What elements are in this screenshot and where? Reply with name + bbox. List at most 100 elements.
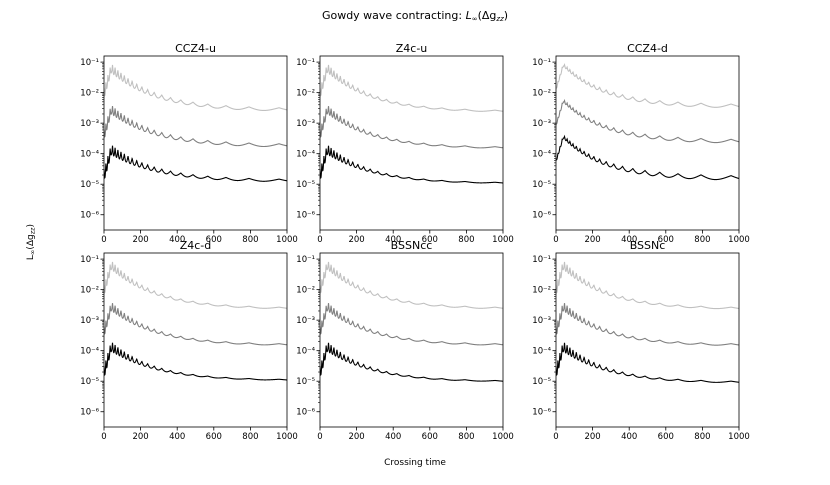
y-tick-label: 10⁻⁵ xyxy=(296,377,315,387)
series-line-medium xyxy=(556,303,739,346)
subplot-title: BSSNcc xyxy=(391,239,433,252)
x-tick-label: 0 xyxy=(101,432,106,442)
y-tick-label: 10⁻¹ xyxy=(80,255,99,265)
series-line-dark xyxy=(104,145,287,182)
x-tick-label: 800 xyxy=(694,432,710,442)
axes-frame xyxy=(103,252,288,428)
subplot-6: BSSNc 0 200 400 600 800 1000 10⁻⁶ 10⁻⁵ 10⁻⁴ 10⁻³ 10… xyxy=(532,239,750,442)
x-tick-label: 400 xyxy=(169,432,185,442)
figure-title: Gowdy wave contracting: L∞(Δgzz) xyxy=(322,9,508,23)
x-tick-label: 600 xyxy=(658,432,674,442)
y-tick-label: 10⁻² xyxy=(296,286,315,296)
axes-frame xyxy=(555,55,740,231)
y-tick-label: 10⁻⁶ xyxy=(532,408,551,418)
y-axis-label: L∞(Δgzz) xyxy=(26,224,37,260)
y-tick-label: 10⁻¹ xyxy=(532,255,551,265)
x-tick-label: 1000 xyxy=(492,235,514,245)
x-tick-label: 200 xyxy=(132,432,148,442)
subplot-1: CCZ4-u 0 200 400 600 800 1000 10⁻⁶ 10⁻⁵ 10⁻⁴ 10⁻³ 1… xyxy=(80,42,298,245)
y-tick-label: 10⁻² xyxy=(532,89,551,99)
y-tick-label: 10⁻³ xyxy=(80,316,99,326)
y-tick-label: 10⁻⁵ xyxy=(532,377,551,387)
y-tick-label: 10⁻⁶ xyxy=(80,408,99,418)
y-tick-label: 10⁻⁵ xyxy=(532,180,551,190)
series-line-dark xyxy=(104,342,287,381)
series-line-dark xyxy=(556,342,739,383)
axes-frame xyxy=(103,55,288,231)
subplot-title: BSSNc xyxy=(630,239,666,252)
x-tick-label: 1000 xyxy=(276,235,298,245)
subplot-title: CCZ4-d xyxy=(627,42,668,55)
series-line-medium xyxy=(320,106,503,149)
y-tick-label: 10⁻⁵ xyxy=(80,180,99,190)
y-tick-label: 10⁻⁴ xyxy=(532,347,551,357)
x-tick-label: 600 xyxy=(658,235,674,245)
y-tick-label: 10⁻⁵ xyxy=(296,180,315,190)
y-tick-label: 10⁻³ xyxy=(532,119,551,129)
x-tick-label: 200 xyxy=(348,235,364,245)
x-tick-label: 400 xyxy=(621,235,637,245)
x-axis-label: Crossing time xyxy=(384,458,446,468)
series-line-medium xyxy=(104,105,287,148)
x-tick-label: 0 xyxy=(553,432,558,442)
x-tick-label: 400 xyxy=(621,432,637,442)
x-tick-label: 0 xyxy=(553,235,558,245)
y-tick-label: 10⁻⁴ xyxy=(80,150,99,160)
x-tick-label: 800 xyxy=(458,432,474,442)
x-tick-label: 600 xyxy=(206,235,222,245)
y-tick-label: 10⁻⁶ xyxy=(532,211,551,221)
subplot-4: Z4c-d 0 200 400 600 800 1000 10⁻⁶ 10⁻⁵ 10⁻⁴ 10⁻³ 10… xyxy=(80,239,298,442)
y-tick-label: 10⁻¹ xyxy=(80,58,99,68)
y-tick-label: 10⁻² xyxy=(80,89,99,99)
series-line-light xyxy=(556,261,739,310)
series-line-light xyxy=(104,261,287,309)
subplot-5: BSSNcc 0 200 400 600 800 1000 10⁻⁶ 10⁻⁵ 10⁻⁴ 10⁻³ 1… xyxy=(296,239,514,442)
y-tick-label: 10⁻³ xyxy=(532,316,551,326)
y-tick-label: 10⁻¹ xyxy=(532,58,551,68)
x-tick-label: 200 xyxy=(132,235,148,245)
x-tick-label: 800 xyxy=(458,235,474,245)
y-tick-label: 10⁻⁴ xyxy=(532,150,551,160)
x-tick-label: 0 xyxy=(317,432,322,442)
y-tick-label: 10⁻³ xyxy=(296,316,315,326)
series-line-dark xyxy=(320,145,503,184)
axes-frame xyxy=(319,252,504,428)
y-tick-label: 10⁻⁶ xyxy=(296,211,315,221)
x-tick-label: 400 xyxy=(169,235,185,245)
x-tick-label: 1000 xyxy=(728,432,750,442)
x-tick-label: 1000 xyxy=(492,432,514,442)
subplot-title: CCZ4-u xyxy=(175,42,216,55)
y-tick-label: 10⁻² xyxy=(296,89,315,99)
y-tick-label: 10⁻⁶ xyxy=(296,408,315,418)
x-tick-label: 200 xyxy=(348,432,364,442)
x-tick-label: 400 xyxy=(385,432,401,442)
y-tick-label: 10⁻² xyxy=(532,286,551,296)
series-line-light xyxy=(556,62,739,108)
series-line-dark xyxy=(320,342,503,382)
y-tick-label: 10⁻³ xyxy=(296,119,315,129)
subplot-title: Z4c-u xyxy=(396,42,428,55)
series-line-dark xyxy=(556,134,739,181)
x-tick-label: 200 xyxy=(584,235,600,245)
panels: CCZ4-u 0 200 400 600 800 1000 10⁻⁶ 10⁻⁵ 10⁻⁴ 10⁻³ 1… xyxy=(80,42,750,442)
x-tick-label: 400 xyxy=(385,235,401,245)
subplot-2: Z4c-u 0 200 400 600 800 1000 10⁻⁶ 10⁻⁵ 10⁻⁴ 10⁻³ 10… xyxy=(296,42,514,245)
x-tick-label: 800 xyxy=(242,235,258,245)
axes-frame xyxy=(555,252,740,428)
x-tick-label: 800 xyxy=(242,432,258,442)
subplot-3: CCZ4-d 0 200 400 600 800 1000 10⁻⁶ 10⁻⁵ 10⁻⁴ 10⁻³ 1… xyxy=(532,42,750,245)
x-tick-label: 200 xyxy=(584,432,600,442)
y-tick-label: 10⁻⁴ xyxy=(296,150,315,160)
x-tick-label: 800 xyxy=(694,235,710,245)
x-tick-label: 600 xyxy=(206,432,222,442)
x-tick-label: 0 xyxy=(317,235,322,245)
axes-frame xyxy=(319,55,504,231)
y-tick-label: 10⁻⁶ xyxy=(80,211,99,221)
y-tick-label: 10⁻⁴ xyxy=(80,347,99,357)
series-line-medium xyxy=(320,303,503,346)
y-tick-label: 10⁻² xyxy=(80,286,99,296)
y-tick-label: 10⁻⁴ xyxy=(296,347,315,357)
series-line-light xyxy=(320,261,503,309)
x-tick-label: 1000 xyxy=(728,235,750,245)
